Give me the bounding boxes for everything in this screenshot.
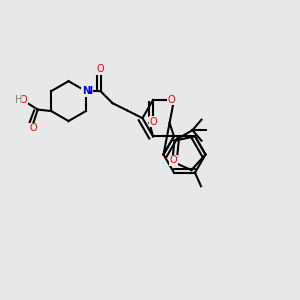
Text: H: H xyxy=(15,95,22,105)
Text: N: N xyxy=(84,86,93,96)
Text: N: N xyxy=(82,86,90,96)
Text: O: O xyxy=(149,117,157,127)
Text: O: O xyxy=(97,64,104,74)
Text: O: O xyxy=(20,95,27,105)
Text: O: O xyxy=(167,95,175,105)
Text: O: O xyxy=(29,124,37,134)
Text: O: O xyxy=(170,155,178,165)
